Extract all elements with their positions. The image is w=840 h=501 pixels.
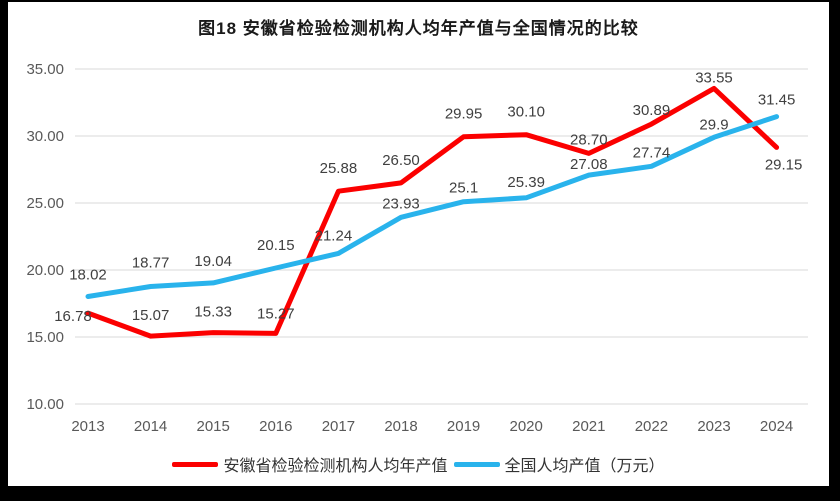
data-label: 25.39	[507, 174, 545, 191]
x-axis-tick-label: 2017	[322, 418, 355, 435]
legend-line-swatch-blue	[453, 461, 500, 467]
x-axis-tick-label: 2022	[635, 418, 668, 435]
data-label: 33.55	[695, 69, 733, 86]
data-label: 25.1	[449, 180, 478, 197]
data-label: 30.89	[633, 102, 671, 119]
data-label: 23.93	[382, 195, 420, 212]
series-line-1	[85, 114, 780, 299]
data-label: 29.15	[765, 156, 803, 173]
data-label: 15.27	[257, 305, 295, 322]
y-axis-tick-label: 30.00	[26, 128, 64, 145]
legend-label-national: 全国人均产值（万元）	[504, 458, 665, 475]
legend-item-anhui: 安徽省检验检测机构人均年产值	[172, 452, 448, 476]
data-label: 21.24	[315, 227, 353, 244]
data-label: 20.15	[257, 237, 295, 254]
x-axis-tick-label: 2015	[197, 418, 230, 435]
data-label: 15.07	[132, 307, 170, 324]
data-label: 29.9	[699, 116, 728, 133]
y-axis-tick-label: 10.00	[26, 396, 64, 413]
data-label: 27.74	[633, 144, 671, 161]
data-label: 29.95	[445, 106, 483, 123]
chart-legend: 安徽省检验检测机构人均年产值 全国人均产值（万元）	[8, 452, 829, 476]
y-axis-tick-label: 25.00	[26, 195, 64, 212]
data-label: 26.50	[382, 152, 420, 169]
legend-item-national: 全国人均产值（万元）	[453, 452, 665, 476]
data-label: 25.88	[320, 160, 358, 177]
data-label: 31.45	[758, 92, 796, 109]
data-label: 19.04	[194, 253, 232, 270]
x-axis-tick-label: 2019	[447, 418, 480, 435]
series-line-0	[85, 85, 780, 339]
x-axis-tick-label: 2023	[697, 418, 730, 435]
x-axis-tick-label: 2018	[384, 418, 417, 435]
y-axis-tick-label: 15.00	[26, 329, 64, 346]
x-axis-tick-label: 2020	[510, 418, 543, 435]
x-axis-tick-label: 2024	[760, 418, 793, 435]
data-label: 16.78	[54, 308, 92, 325]
data-label: 15.33	[194, 304, 232, 321]
x-axis-tick-label: 2014	[134, 418, 167, 435]
data-label: 28.70	[570, 131, 608, 148]
chart-panel: 35.00 30.00 25.00 20.00 15.00 10.00 2013 2014 20…	[8, 2, 829, 486]
legend-line-swatch-red	[172, 461, 219, 467]
x-axis-tick-label: 2013	[71, 418, 104, 435]
data-label: 18.02	[69, 267, 107, 284]
legend-label-anhui: 安徽省检验检测机构人均年产值	[223, 458, 448, 475]
data-label: 30.10	[507, 104, 545, 121]
data-label: 18.77	[132, 254, 170, 271]
y-axis-tick-label: 35.00	[26, 61, 64, 78]
chart-title: 图18 安徽省检验检测机构人均年产值与全国情况的比较	[198, 19, 639, 38]
line-chart-canvas: 35.00 30.00 25.00 20.00 15.00 10.00 2013 2014 20…	[26, 61, 808, 435]
y-axis-tick-label: 20.00	[26, 262, 64, 279]
x-axis-tick-label: 2021	[572, 418, 605, 435]
x-axis-tick-label: 2016	[259, 418, 292, 435]
data-label: 27.08	[570, 156, 608, 173]
